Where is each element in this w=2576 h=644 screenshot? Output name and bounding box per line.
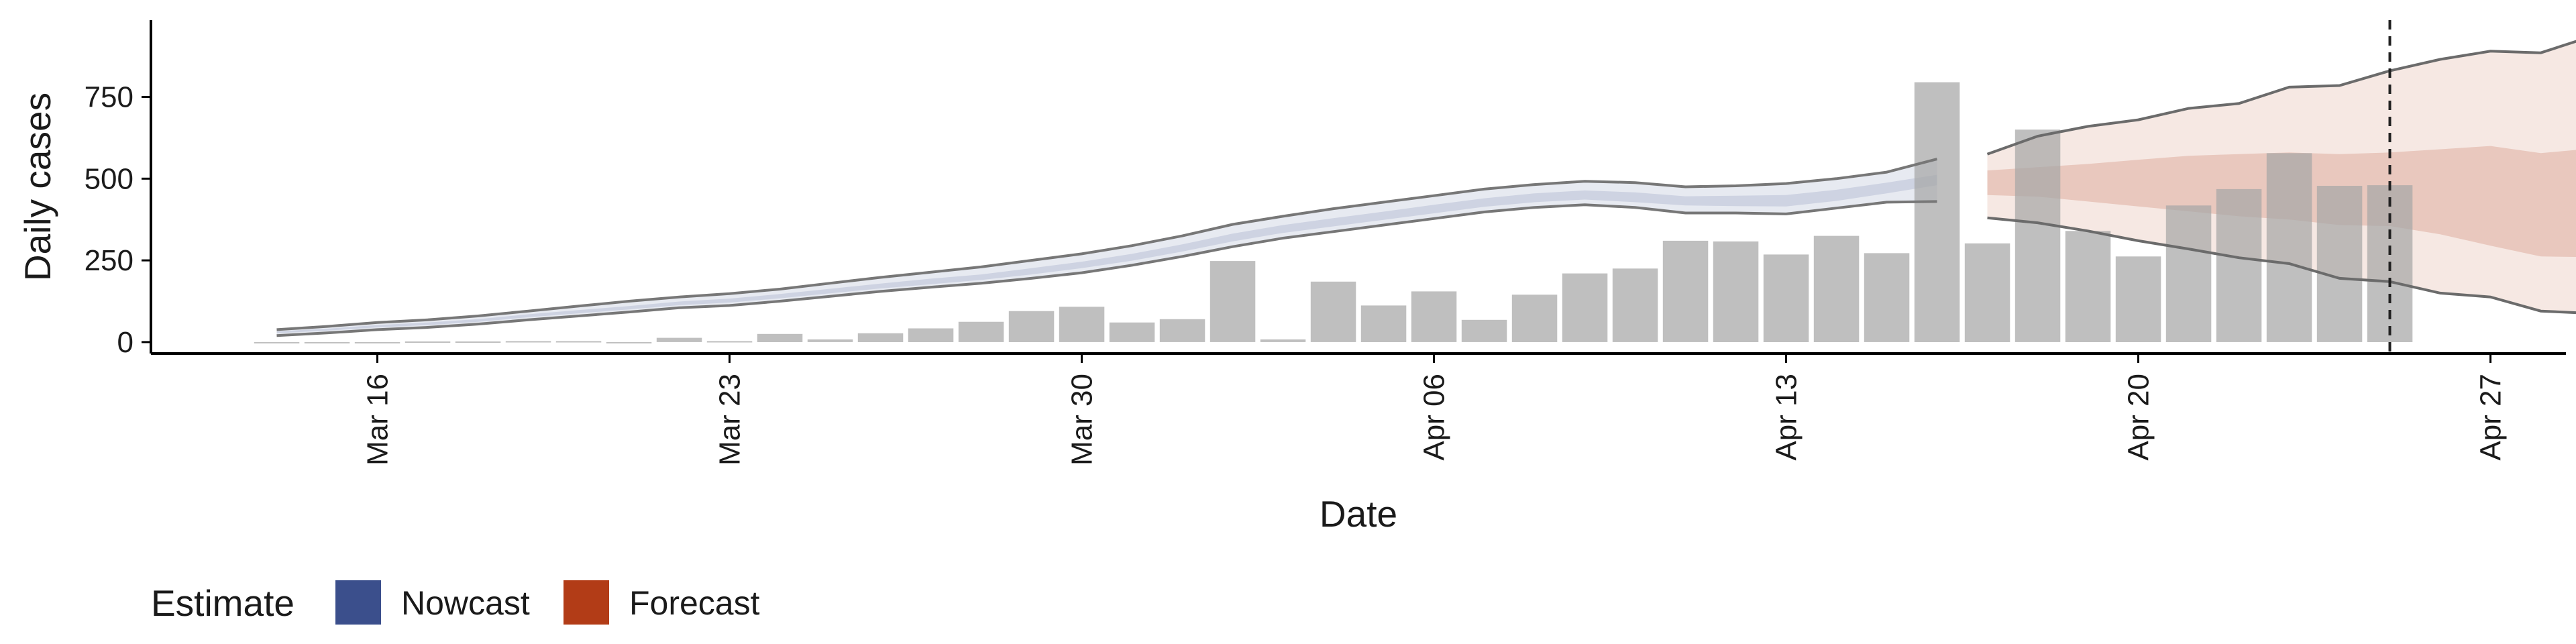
bar-2020-04-11 — [1662, 240, 1709, 342]
bar-2020-03-18 — [455, 341, 501, 343]
bar-2020-04-08 — [1511, 294, 1558, 342]
nowcast-lower-line — [276, 200, 1937, 337]
y-tick-label-0: 0 — [117, 326, 133, 359]
legend: Estimate Nowcast Forecast — [151, 580, 760, 625]
bar-2020-03-14 — [254, 341, 300, 343]
legend-label-forecast: Forecast — [629, 584, 760, 622]
bar-2020-04-07 — [1461, 319, 1507, 342]
bar-2020-04-10 — [1612, 268, 1658, 342]
nowcast-upper-line — [276, 158, 1938, 331]
bar-2020-04-02 — [1210, 261, 1256, 342]
reported-cases-bars — [254, 82, 2413, 343]
bar-2020-04-03 — [1260, 339, 1306, 342]
estimate-interval-lines — [276, 40, 2576, 337]
bar-2020-04-15 — [1864, 253, 1910, 342]
bar-2020-03-24 — [757, 333, 803, 342]
y-tick-label-500: 500 — [85, 162, 133, 195]
x-tick-label-2020-03-16: Mar 16 — [362, 374, 394, 466]
x-axis-title: Date — [1320, 493, 1397, 535]
bar-2020-03-17 — [405, 341, 451, 343]
bar-2020-04-18 — [2015, 129, 2061, 342]
axes — [150, 20, 2566, 355]
y-tick-label-750: 750 — [85, 81, 133, 114]
bar-2020-03-16 — [354, 341, 400, 343]
bar-2020-04-23 — [2266, 153, 2312, 342]
bar-2020-04-21 — [2165, 205, 2212, 342]
legend-label-nowcast: Nowcast — [401, 584, 530, 622]
bar-2020-03-19 — [505, 341, 551, 343]
bar-2020-03-25 — [807, 339, 853, 342]
x-tick-label-2020-04-27: Apr 27 — [2475, 374, 2508, 461]
bar-2020-03-29 — [1008, 311, 1055, 342]
bar-2020-04-19 — [2065, 231, 2111, 342]
axis-ticks: 0 250 500 750 Mar 16 Mar 23 Mar 30 Apr 06 Apr 13… — [85, 81, 2508, 466]
bar-2020-03-30 — [1059, 307, 1105, 342]
bar-2020-03-15 — [304, 341, 350, 343]
bar-2020-03-20 — [555, 341, 602, 343]
bar-2020-04-17 — [1964, 243, 2010, 342]
bar-2020-04-24 — [2316, 186, 2363, 342]
x-tick-label-2020-04-06: Apr 06 — [1418, 374, 1451, 461]
bar-2020-04-06 — [1411, 291, 1457, 342]
bar-2020-04-13 — [1763, 254, 1809, 342]
x-tick-label-2020-04-20: Apr 20 — [2123, 374, 2155, 461]
x-tick-label-2020-03-30: Mar 30 — [1066, 374, 1099, 466]
bar-2020-03-23 — [706, 341, 753, 343]
bar-2020-03-26 — [857, 333, 904, 342]
legend-title: Estimate — [151, 582, 294, 624]
bar-2020-04-04 — [1310, 281, 1356, 342]
bar-2020-04-22 — [2216, 189, 2262, 342]
bar-2020-04-01 — [1159, 319, 1205, 342]
bar-2020-03-21 — [606, 341, 652, 343]
bar-2020-04-14 — [1813, 235, 1860, 342]
bar-2020-03-22 — [656, 337, 702, 342]
x-tick-label-2020-03-23: Mar 23 — [714, 374, 747, 466]
bar-2020-04-05 — [1360, 305, 1407, 342]
bar-2020-04-20 — [2115, 256, 2161, 342]
bar-2020-04-16 — [1914, 82, 1960, 342]
x-tick-label-2020-04-13: Apr 13 — [1770, 374, 1803, 461]
bar-2020-03-28 — [958, 321, 1004, 342]
y-tick-label-250: 250 — [85, 244, 133, 277]
legend-key-nowcast — [335, 580, 381, 625]
bar-2020-04-12 — [1713, 241, 1759, 342]
legend-key-forecast — [564, 580, 609, 625]
bar-2020-04-09 — [1562, 273, 1608, 342]
y-axis-title: Daily cases — [17, 93, 58, 281]
bar-2020-03-27 — [908, 328, 954, 342]
forecast-lower-line — [1987, 216, 2576, 315]
forecast-upper-line — [1986, 40, 2576, 156]
bar-2020-03-31 — [1109, 322, 1155, 342]
